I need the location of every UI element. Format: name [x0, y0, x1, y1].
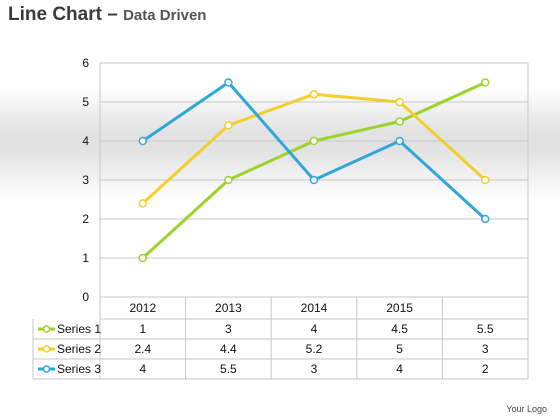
y-tick-label: 5: [82, 95, 89, 109]
data-point: [480, 175, 490, 185]
table-value: 4: [139, 362, 146, 376]
legend-key-marker: [42, 365, 51, 373]
data-point: [395, 136, 404, 146]
data-point: [138, 253, 148, 263]
table-value: 1: [139, 322, 146, 336]
y-tick-label: 0: [82, 290, 89, 304]
y-tick-label: 4: [82, 134, 89, 148]
legend-key-marker: [42, 325, 51, 333]
table-value: 2: [482, 362, 489, 376]
y-tick-label: 1: [82, 251, 89, 265]
data-point: [480, 78, 490, 87]
data-point: [309, 136, 319, 146]
table-value: 4.4: [220, 342, 237, 356]
table-value: 3: [482, 342, 489, 356]
x-category-label: 2015: [386, 301, 413, 315]
data-point: [395, 97, 404, 107]
table-value: 4: [311, 322, 318, 336]
data-point: [224, 121, 233, 130]
table-value: 5.5: [220, 362, 237, 376]
table-value: 5: [396, 342, 403, 356]
data-point: [138, 136, 148, 146]
logo-text: Your Logo: [506, 404, 547, 414]
legend-key-marker: [42, 345, 51, 353]
x-category-label: 2014: [301, 301, 328, 315]
legend-series-name: Series 2: [57, 342, 101, 356]
title-dash: –: [107, 4, 118, 25]
table-value: 4: [396, 362, 403, 376]
legend-series-name: Series 3: [57, 362, 101, 376]
data-point: [309, 89, 319, 99]
series-line: [141, 92, 487, 205]
title-subtitle: Data Driven: [123, 7, 207, 24]
legend-series-name: Series 1: [57, 322, 101, 336]
table-value: 2.4: [134, 342, 151, 356]
table-value: 3: [311, 362, 318, 376]
table-value: 4.5: [391, 322, 408, 336]
title-main: Line Chart: [8, 4, 102, 25]
y-tick-label: 2: [82, 212, 89, 226]
x-category-label: 2012: [129, 301, 156, 315]
chart-title: Line Chart – Data Driven: [8, 4, 206, 26]
y-tick-label: 3: [82, 173, 89, 187]
x-category-label: 2013: [215, 301, 242, 315]
data-point: [224, 175, 233, 185]
data-point: [480, 214, 490, 224]
data-point: [224, 78, 233, 87]
data-point: [138, 199, 148, 208]
table-value: 3: [225, 322, 232, 336]
table-value: 5.5: [477, 322, 494, 336]
table-value: 5.2: [306, 342, 323, 356]
data-point: [395, 117, 404, 126]
y-tick-label: 6: [82, 56, 89, 70]
data-point: [309, 175, 319, 185]
series-line: [141, 81, 487, 221]
